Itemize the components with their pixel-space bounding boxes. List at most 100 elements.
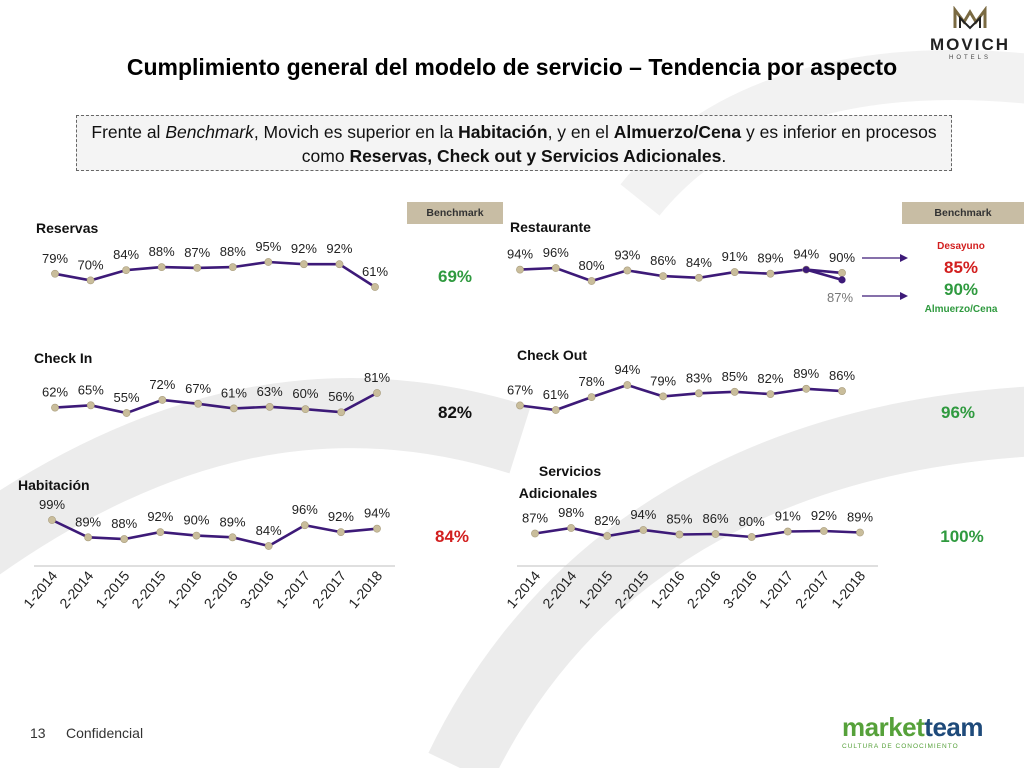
data-point [48,516,56,524]
x-tick-label: 3-2016 [720,567,760,611]
data-label: 94% [507,247,533,262]
x-tick-label: 2-2014 [56,567,96,611]
data-label: 84% [256,523,282,538]
data-label: 95% [255,239,281,254]
data-label: 63% [257,384,283,399]
data-label: 89% [793,366,819,381]
x-tick-label: 1-2016 [164,567,204,611]
data-point [299,260,308,269]
data-point [675,530,684,539]
panel-title: Habitación [18,477,90,493]
panel-title: Check Out [517,347,587,363]
panel-title: Restaurante [510,219,591,235]
benchmark-caption: Desayuno [937,241,985,252]
x-tick-label: 3-2016 [237,567,277,611]
data-point [551,264,560,272]
data-point [192,531,201,540]
data-label: 61% [543,387,569,402]
data-point [158,396,167,404]
summary-part: y es inferior en procesos como [301,122,937,166]
panel-title: Adicionales [519,485,598,501]
data-point [531,529,539,538]
data-point [84,533,93,542]
data-point [838,268,846,277]
data-point [819,527,828,535]
page-title: Cumplimiento general del modelo de servi… [126,54,898,80]
data-point [623,381,632,389]
data-label: 80% [579,258,605,273]
data-point [551,406,560,414]
data-point [336,528,345,537]
summary-part: . [721,146,727,166]
data-point [120,535,129,543]
data-label: 81% [364,370,390,385]
marketteam-word1: market [842,712,925,742]
data-label: 55% [114,390,140,405]
data-point [659,272,668,281]
benchmark-value: 82% [438,403,472,422]
data-label: 86% [650,253,676,268]
data-label: 85% [722,369,748,384]
x-tick-label: 2-2015 [128,567,168,611]
x-tick-label: 2-2015 [611,567,651,611]
data-point [264,258,273,266]
data-label: 96% [292,502,318,517]
data-point [264,542,273,550]
benchmark-value: 85% [944,258,978,277]
data-point [51,403,59,412]
marketteam-word: marketteam [842,712,983,743]
data-label: 72% [149,377,175,392]
confidential-label: Confidencial [66,725,144,741]
data-label: 67% [507,382,533,397]
data-label: 86% [829,368,855,383]
data-label: 85% [666,512,692,527]
x-tick-label: 1-2017 [273,567,313,611]
summary-part: Benchmark [165,122,254,142]
x-tick-label: 1-2015 [575,567,615,611]
data-label: 89% [220,514,246,529]
summary-box: Frente al Benchmark, Movich es superior … [76,115,952,171]
series-line [519,266,843,283]
data-label: 67% [185,381,211,396]
data-point [86,401,95,410]
data-label: 91% [775,509,801,524]
marketteam-word2: team [924,712,983,742]
x-tick-label: 2-2017 [309,567,349,611]
data-point [300,521,309,530]
summary-part: Reservas, Check out y Servicios Adiciona… [349,146,722,166]
data-point [659,392,668,401]
data-label: 93% [614,247,640,262]
data-label: 96% [543,245,569,260]
x-tick-label: 1-2015 [92,567,132,611]
series-line [534,526,861,539]
data-label: 82% [757,371,783,386]
data-point [856,528,864,537]
data-label-extra: 87% [827,290,853,305]
summary-part: Frente al [91,122,166,142]
data-point [639,526,648,534]
data-point [122,409,131,417]
data-label: 98% [558,505,584,520]
data-label: 86% [703,511,729,526]
panel-title: Servicios [539,463,601,479]
panel-title: Check In [34,350,92,366]
data-label: 61% [362,264,388,279]
x-tick-label: 2-2017 [792,567,832,611]
data-point [157,263,166,272]
data-point [265,402,274,411]
data-label: 92% [291,241,317,256]
data-point [711,530,720,538]
data-label: 79% [650,373,676,388]
marketteam-tagline: CULTURA DE CONOCIMIENTO [842,743,959,750]
data-point [228,533,237,542]
arrow-head [900,254,908,262]
data-label: 94% [364,506,390,521]
data-label: 88% [149,244,175,259]
data-label: 78% [579,374,605,389]
data-point [730,268,739,276]
data-point [86,276,95,285]
data-point [516,401,524,410]
data-point [228,263,237,272]
panel-title: Reservas [36,220,98,236]
